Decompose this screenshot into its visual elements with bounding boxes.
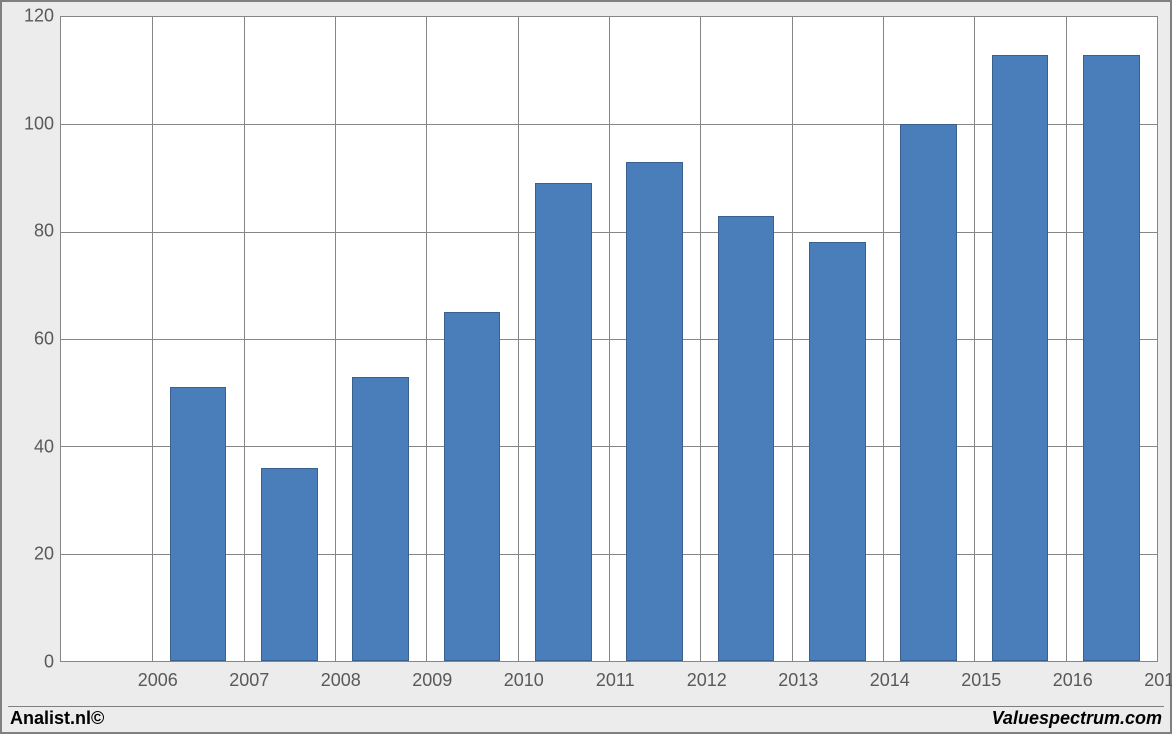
bar — [718, 216, 775, 661]
bar — [992, 55, 1049, 661]
x-tick-label: 2006 — [138, 670, 178, 691]
footer: Analist.nl© Valuespectrum.com — [8, 706, 1164, 730]
y-tick-label: 100 — [24, 113, 54, 134]
x-tick-label: 2009 — [412, 670, 452, 691]
y-tick-label: 120 — [24, 6, 54, 27]
bars-layer — [61, 17, 1157, 661]
bar — [352, 377, 409, 661]
x-tick-label: 2017 — [1144, 670, 1172, 691]
y-axis-labels: 020406080100120 — [8, 8, 60, 662]
x-tick-label: 2014 — [870, 670, 910, 691]
y-tick-label: 20 — [34, 544, 54, 565]
x-tick-label: 2015 — [961, 670, 1001, 691]
x-axis-labels: 2006 2007 2008 2009 2010 2011 2012 2013 2014 2015… — [60, 662, 1158, 702]
y-tick-label: 40 — [34, 436, 54, 457]
x-tick-label: 2011 — [596, 670, 635, 691]
plot-wrap: 0 20 40 60 80 100 120 2006 2007 2008 2009 2010 2011… — [8, 8, 1164, 702]
y-tick-label: 80 — [34, 221, 54, 242]
bar — [900, 124, 957, 661]
x-tick-label: 2008 — [321, 670, 361, 691]
x-tick-label: 2010 — [504, 670, 544, 691]
x-tick-label: 2012 — [687, 670, 727, 691]
bar — [444, 312, 501, 661]
bar — [170, 387, 227, 661]
bar — [261, 468, 318, 661]
x-tick-label: 2016 — [1053, 670, 1093, 691]
footer-left-text: Analist.nl© — [10, 708, 104, 729]
bar — [809, 242, 866, 661]
y-tick-label: 60 — [34, 329, 54, 350]
bar — [1083, 55, 1140, 661]
footer-right-text: Valuespectrum.com — [992, 708, 1162, 729]
bar — [535, 183, 592, 661]
chart-frame: 0 20 40 60 80 100 120 2006 2007 2008 2009 2010 2011… — [0, 0, 1172, 734]
plot-area — [60, 16, 1158, 662]
bar — [626, 162, 683, 661]
x-tick-label: 2013 — [778, 670, 818, 691]
x-tick-label: 2007 — [229, 670, 269, 691]
y-tick-label: 0 — [44, 652, 54, 673]
